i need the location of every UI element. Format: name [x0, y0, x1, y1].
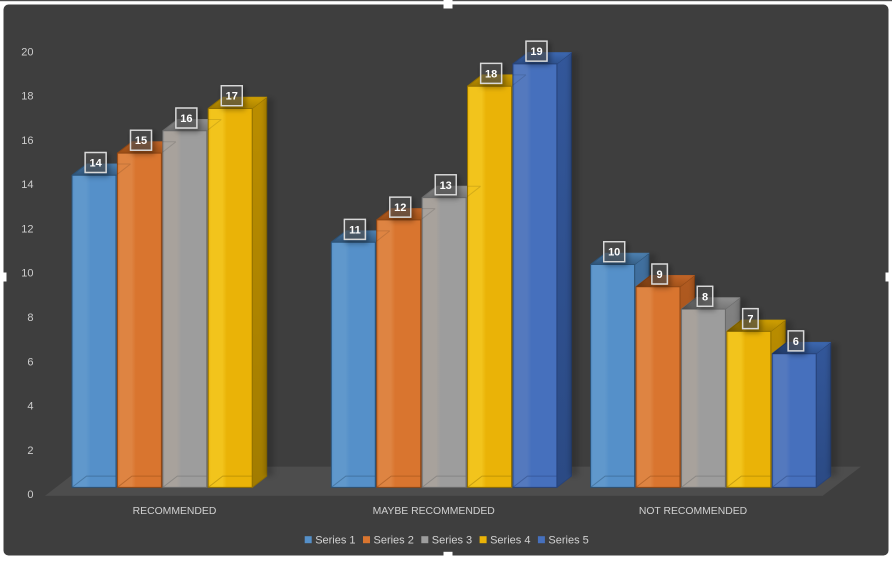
- svg-text:12: 12: [21, 223, 33, 235]
- svg-text:16: 16: [180, 113, 192, 125]
- svg-text:Series 2: Series 2: [374, 535, 414, 547]
- svg-text:7: 7: [747, 314, 753, 326]
- svg-text:14: 14: [89, 158, 102, 170]
- svg-text:NOT RECOMMENDED: NOT RECOMMENDED: [639, 506, 747, 517]
- svg-text:10: 10: [608, 247, 620, 259]
- svg-text:8: 8: [702, 291, 708, 303]
- svg-text:20: 20: [21, 46, 33, 58]
- svg-text:19: 19: [530, 46, 542, 58]
- svg-text:15: 15: [135, 135, 147, 147]
- svg-text:Series 4: Series 4: [490, 535, 530, 547]
- svg-text:17: 17: [226, 91, 238, 103]
- svg-text:18: 18: [21, 91, 33, 103]
- svg-text:11: 11: [349, 224, 361, 236]
- svg-text:RECOMMENDED: RECOMMENDED: [133, 506, 217, 517]
- svg-text:Series 3: Series 3: [432, 535, 472, 547]
- svg-text:4: 4: [27, 401, 33, 413]
- svg-text:Series 1: Series 1: [315, 535, 355, 547]
- svg-text:8: 8: [27, 312, 33, 324]
- svg-text:9: 9: [657, 269, 663, 281]
- svg-text:MAYBE RECOMMENDED: MAYBE RECOMMENDED: [373, 506, 495, 517]
- svg-text:14: 14: [21, 179, 33, 191]
- svg-text:Series 5: Series 5: [548, 535, 588, 547]
- svg-text:13: 13: [440, 180, 452, 192]
- svg-text:18: 18: [485, 68, 497, 80]
- svg-text:2: 2: [27, 445, 33, 457]
- svg-text:6: 6: [27, 356, 33, 368]
- svg-text:12: 12: [394, 202, 406, 214]
- svg-text:0: 0: [27, 489, 33, 501]
- svg-text:10: 10: [21, 268, 33, 280]
- svg-text:16: 16: [21, 135, 33, 147]
- svg-text:6: 6: [793, 336, 799, 348]
